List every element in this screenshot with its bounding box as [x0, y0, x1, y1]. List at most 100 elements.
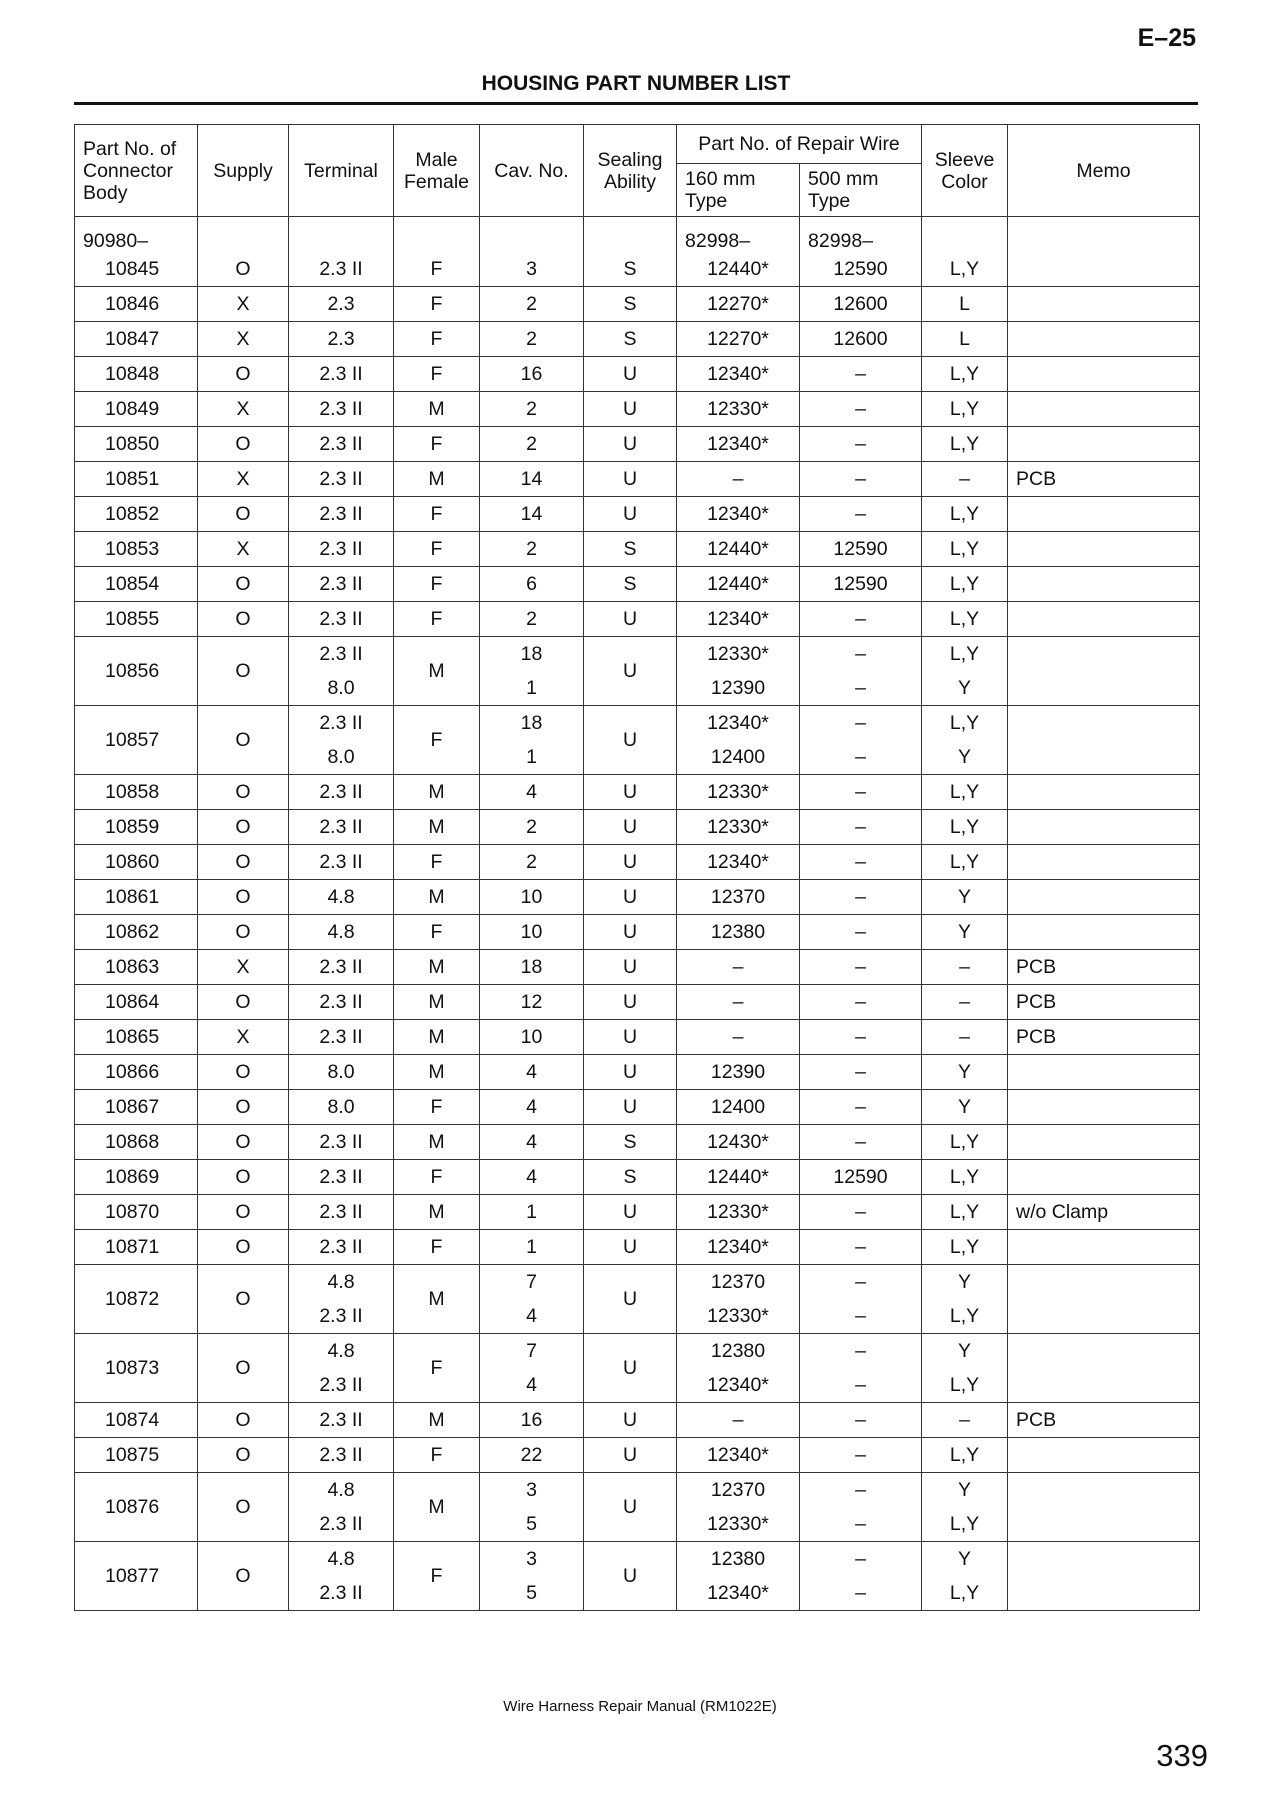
memo: [1007, 844, 1200, 880]
housing-part-table: Part No. of Connector Body Supply Termin…: [74, 124, 1200, 1611]
sleeve-color: L,Y: [921, 1159, 1008, 1195]
cav-no: 6: [479, 566, 584, 602]
wire-160mm: 12440*: [676, 531, 800, 567]
wire-500mm: –: [799, 1229, 922, 1265]
wire-160mm: 12340*: [676, 356, 800, 392]
cav-no: 4: [479, 1368, 584, 1403]
memo: [1007, 636, 1200, 706]
memo: PCB: [1007, 461, 1200, 497]
sealing: U: [583, 1333, 677, 1403]
wire-160mm: –: [676, 1019, 800, 1055]
cav-no: 4: [479, 1089, 584, 1125]
memo: [1007, 531, 1200, 567]
terminal: 2.3 II: [288, 1194, 394, 1230]
header-part-no: Part No. of Connector Body: [74, 124, 198, 217]
wire-500mm: –: [799, 984, 922, 1020]
cav-no: 2: [479, 844, 584, 880]
sealing: S: [583, 1124, 677, 1160]
cav-no: 14: [479, 496, 584, 532]
part-number: 10871: [74, 1229, 198, 1265]
sealing: S: [583, 566, 677, 602]
sealing: U: [583, 879, 677, 915]
cav-no: 10: [479, 1019, 584, 1055]
wire-160mm: 12390: [676, 1054, 800, 1090]
sealing: U: [583, 1019, 677, 1055]
wire-160mm: 12340*: [676, 1437, 800, 1473]
wire-500mm: –: [799, 356, 922, 392]
wire-500mm: –: [799, 426, 922, 462]
part-number: 10860: [74, 844, 198, 880]
table-row: 10849 X 2.3 II M 2 U 12330* – L,Y: [74, 391, 1200, 427]
prefix-w160: 82998–: [676, 216, 800, 252]
supply: O: [197, 1159, 289, 1195]
sleeve-color: Y: [921, 671, 1008, 706]
sleeve-color: –: [921, 949, 1008, 985]
wire-500mm: –: [799, 1507, 922, 1542]
wire-500mm: –: [799, 1437, 922, 1473]
wire-500mm: –: [799, 1194, 922, 1230]
cav-no: 4: [479, 1054, 584, 1090]
sealing: U: [583, 1194, 677, 1230]
wire-160mm: 12340*: [676, 844, 800, 880]
cav-no: 5: [479, 1576, 584, 1611]
section-code: E–25: [1137, 24, 1196, 52]
terminal: 2.3: [288, 321, 394, 357]
table-row: 10867 O 8.0 F 4 U 12400– Y: [74, 1089, 1200, 1125]
supply: O: [197, 879, 289, 915]
wire-500mm: 12600: [799, 321, 922, 357]
sealing: U: [583, 1402, 677, 1438]
wire-160mm: 12440*: [676, 252, 800, 287]
supply: O: [197, 426, 289, 462]
sleeve-color: L,Y: [921, 1124, 1008, 1160]
sealing: U: [583, 636, 677, 706]
sleeve-color: L,Y: [921, 1507, 1008, 1542]
page-number: 339: [1156, 1738, 1208, 1773]
table-row: 10858 O 2.3 II M 4 U 12330* – L,Y: [74, 774, 1200, 810]
part-number: 10870: [74, 1194, 198, 1230]
supply: X: [197, 949, 289, 985]
male-female: F: [393, 1229, 480, 1265]
sleeve-color: L,Y: [921, 356, 1008, 392]
male-female: M: [393, 809, 480, 845]
sleeve-color: Y: [921, 1472, 1008, 1507]
memo: [1007, 426, 1200, 462]
supply: O: [197, 1437, 289, 1473]
sealing: U: [583, 391, 677, 427]
wire-160mm: 12380: [676, 1333, 800, 1368]
table-row: 10857 O 2.3 II F 18 U 12340* – L,Y: [74, 705, 1200, 775]
wire-160mm: 12370: [676, 1264, 800, 1299]
wire-160mm: 12330*: [676, 809, 800, 845]
sealing: U: [583, 461, 677, 497]
supply: O: [197, 496, 289, 532]
supply: O: [197, 1229, 289, 1265]
sleeve-color: –: [921, 984, 1008, 1020]
memo: PCB: [1007, 1402, 1200, 1438]
part-number: 10846: [74, 286, 198, 322]
wire-160mm: –: [676, 984, 800, 1020]
male-female: F: [393, 914, 480, 950]
sleeve-color: L,Y: [921, 1299, 1008, 1334]
terminal: 2.3 II: [288, 252, 394, 287]
memo: [1007, 809, 1200, 845]
memo: [1007, 391, 1200, 427]
male-female: M: [393, 774, 480, 810]
cav-no: 10: [479, 879, 584, 915]
terminal: 2.3 II: [288, 531, 394, 567]
table-row: 10852 O 2.3 II F 14 U 12340* – L,Y: [74, 496, 1200, 532]
empty-cell: [393, 216, 480, 252]
male-female: F: [393, 252, 480, 287]
cav-no: 16: [479, 1402, 584, 1438]
cav-no: 10: [479, 914, 584, 950]
male-female: M: [393, 1124, 480, 1160]
title-rule: [74, 102, 1198, 105]
wire-500mm: 12590: [799, 531, 922, 567]
memo: [1007, 1229, 1200, 1265]
sealing: U: [583, 1229, 677, 1265]
prefix-w500: 82998–: [799, 216, 922, 252]
male-female: F: [393, 321, 480, 357]
sleeve-color: –: [921, 461, 1008, 497]
header-sleeve: Sleeve Color: [921, 124, 1008, 217]
part-number: 10868: [74, 1124, 198, 1160]
supply: O: [197, 1472, 289, 1542]
male-female: M: [393, 391, 480, 427]
